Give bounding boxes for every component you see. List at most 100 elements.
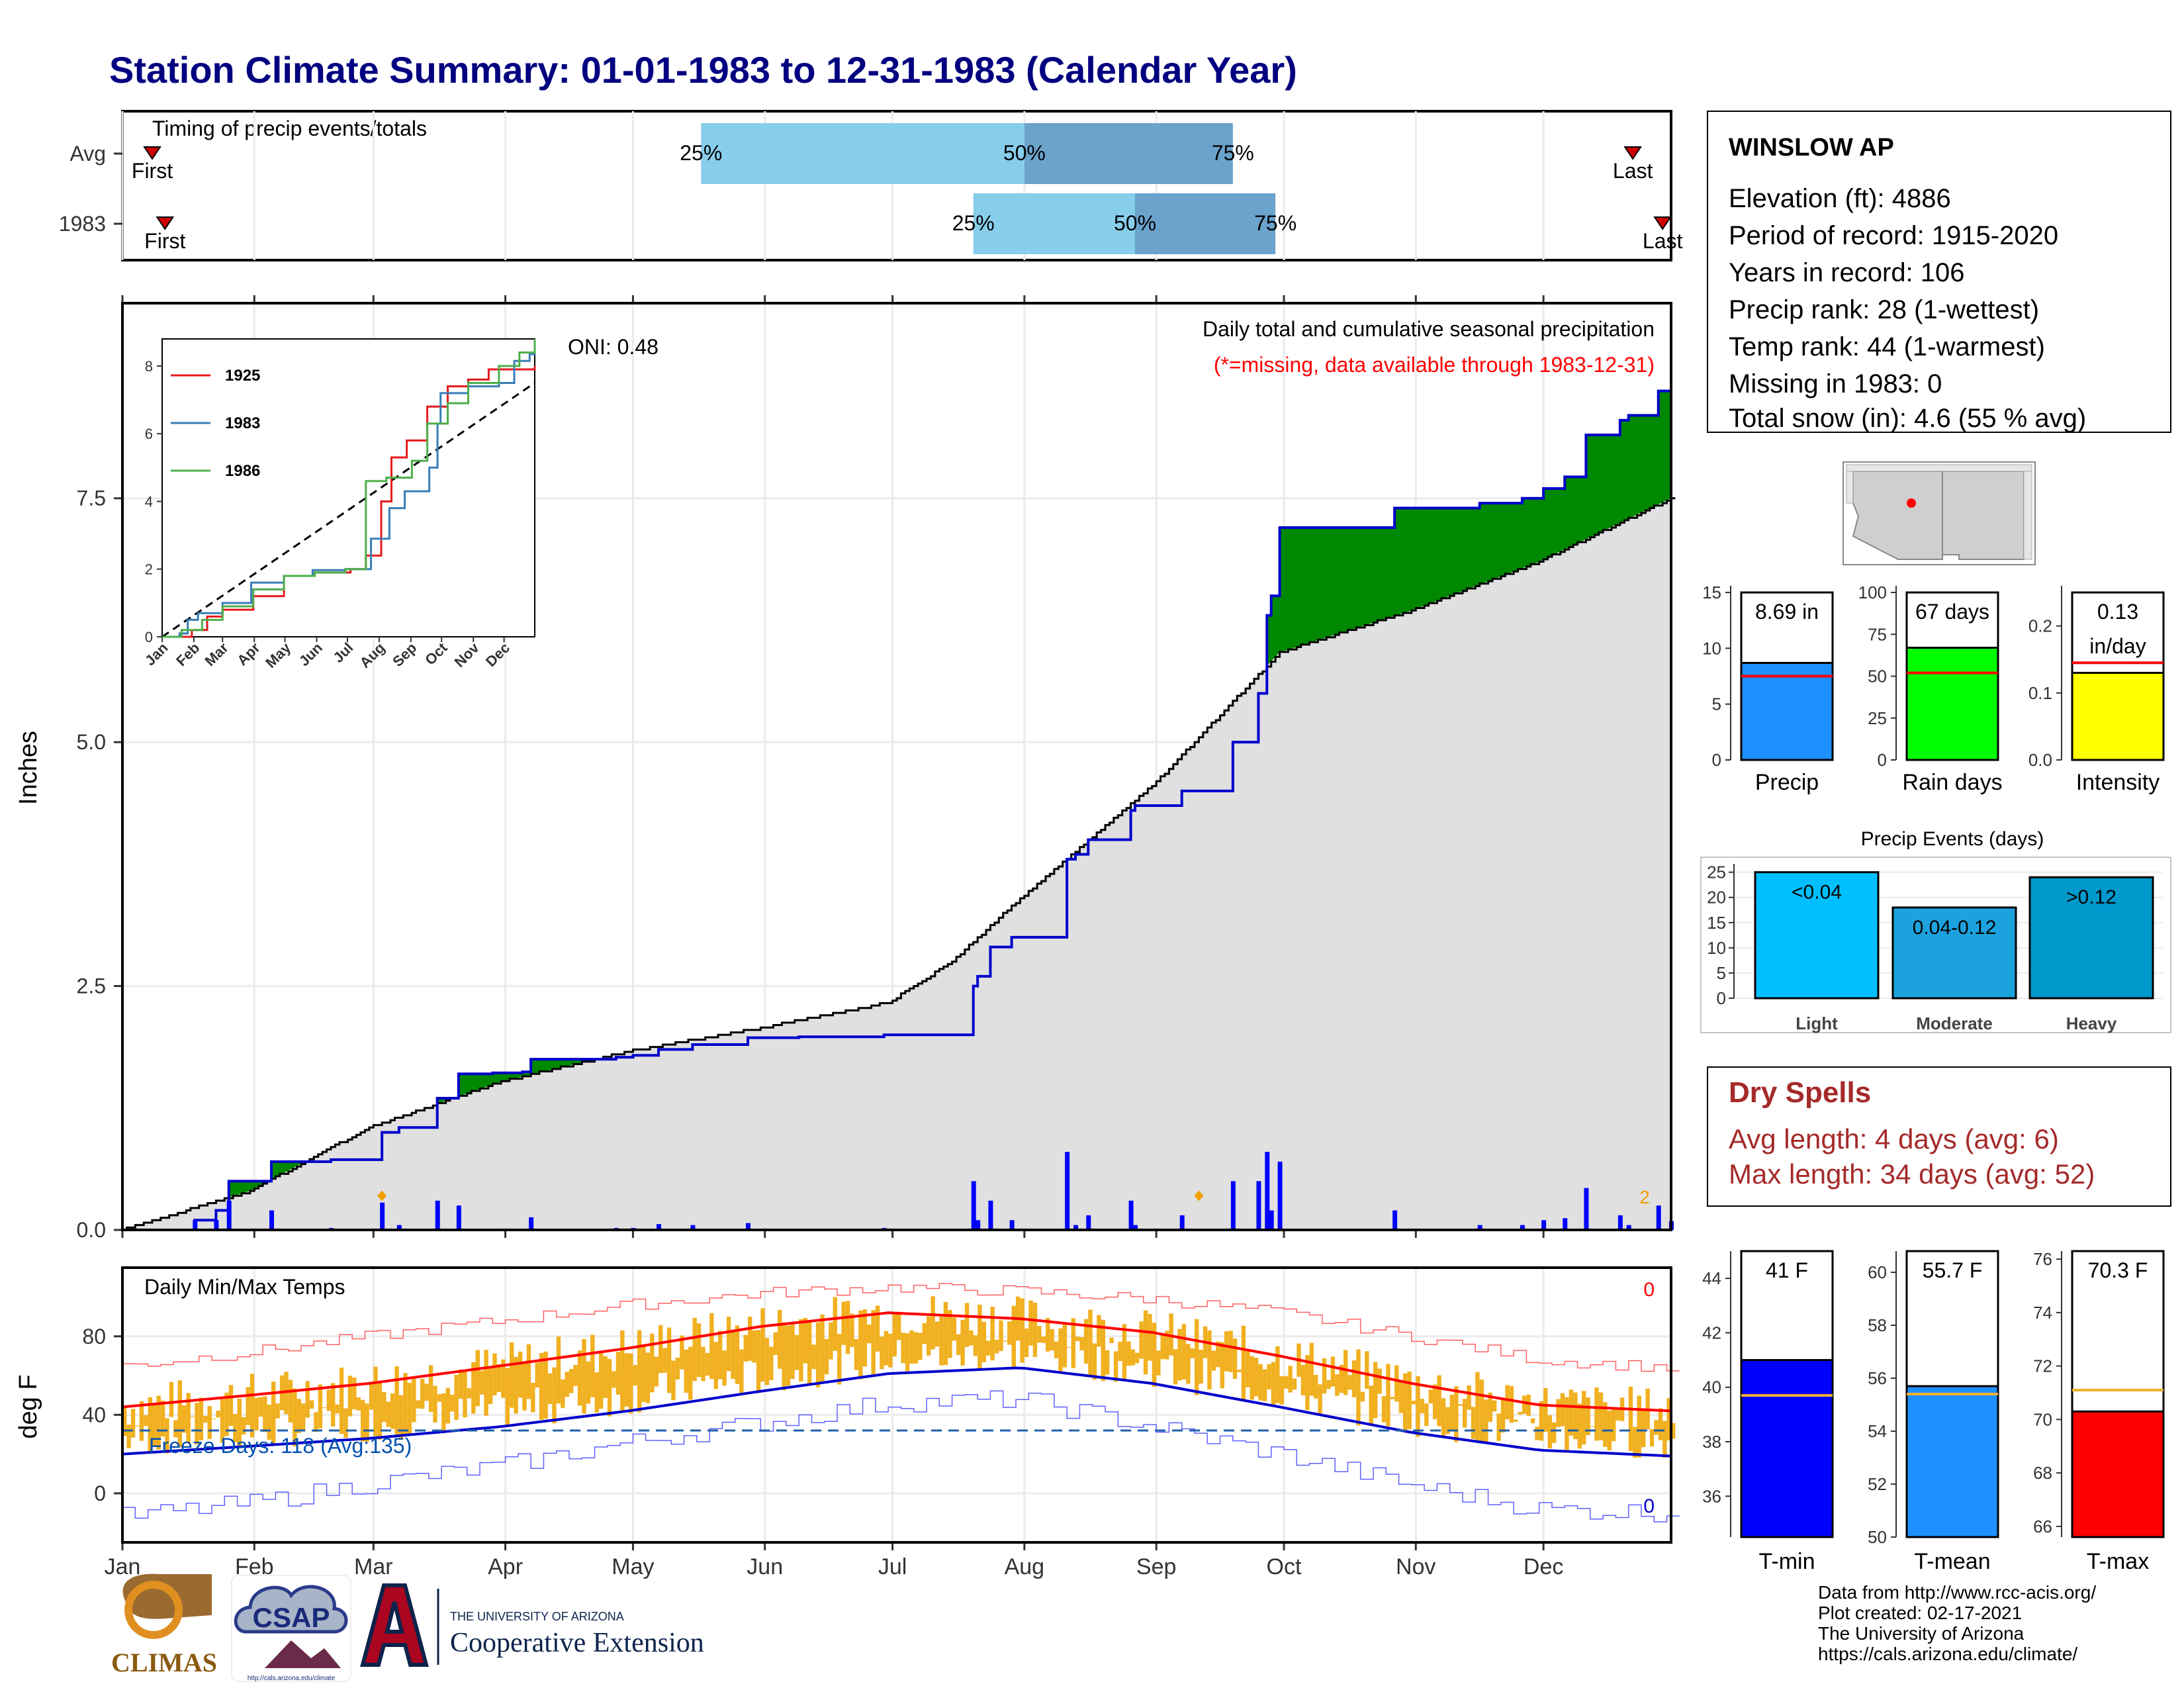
daily-temp-bar <box>539 1352 544 1420</box>
precip-above-avg-fill <box>1390 527 1395 618</box>
precip-above-avg-fill <box>471 1074 477 1092</box>
daily-temp-bar <box>1024 1328 1029 1357</box>
daily-temp-bar <box>603 1356 608 1398</box>
daily-temp-bar <box>1373 1362 1378 1419</box>
month-label: Jun <box>747 1554 783 1579</box>
precip-above-avg-fill <box>1330 527 1336 637</box>
daily-temp-bar <box>845 1301 850 1354</box>
precip-above-avg-fill <box>492 1072 498 1085</box>
daily-temp-bar <box>666 1327 672 1393</box>
daily-temp-bar <box>722 1350 727 1386</box>
daily-temp-bar <box>1560 1393 1565 1427</box>
precip-above-avg-fill <box>279 1161 285 1176</box>
daily-temp-bar <box>688 1346 693 1400</box>
daily-temp-bar <box>692 1317 697 1382</box>
temp-summary-ytick-label: 50 <box>1868 1527 1887 1547</box>
precip-above-avg-fill <box>1530 498 1535 565</box>
temp-summary-ytick-label: 76 <box>2033 1249 2052 1269</box>
daily-temp-bar <box>615 1352 621 1395</box>
daily-temp-bar <box>505 1368 510 1427</box>
precip-above-avg-fill <box>1424 508 1430 606</box>
precip-panel-title: Daily total and cumulative seasonal prec… <box>1203 317 1655 341</box>
daily-temp-bar <box>424 1383 429 1401</box>
timing-p25-label: 25% <box>952 211 995 235</box>
daily-precip-bar <box>988 1200 993 1230</box>
precip-ytick-label: 7.5 <box>77 487 106 510</box>
daily-temp-bar <box>1071 1318 1075 1368</box>
daily-temp-bar <box>190 1416 195 1417</box>
daily-temp-bar <box>441 1393 446 1434</box>
temp-summary-name: T-min <box>1759 1549 1815 1574</box>
precip-above-avg-fill <box>1428 508 1433 604</box>
daily-temp-bar <box>1445 1407 1450 1434</box>
precip-above-avg-fill <box>1518 503 1523 570</box>
daily-precip-bar <box>1179 1215 1185 1230</box>
climas-sun-icon <box>124 1581 183 1639</box>
daily-temp-bar <box>1148 1313 1152 1361</box>
events-category-label: Moderate <box>1916 1013 1993 1033</box>
station-line-temp-rank: Temp rank: 44 (1-warmest) <box>1729 332 2045 361</box>
events-ytick-label: 20 <box>1707 888 1726 908</box>
daily-temp-bar <box>467 1388 472 1399</box>
daily-temp-bar <box>1237 1370 1242 1372</box>
precip-above-avg-fill <box>1569 477 1574 547</box>
temp-summary-bar-T-min <box>1740 1359 1834 1538</box>
daily-precip-bar <box>214 1220 219 1230</box>
precip-above-avg-fill <box>271 1161 277 1180</box>
summary-bar-Intensity <box>2071 671 2165 761</box>
precip-above-avg-fill <box>463 1074 468 1096</box>
daily-temp-bar <box>377 1382 383 1440</box>
precip-above-avg-fill <box>1496 503 1502 579</box>
daily-temp-bar <box>177 1380 182 1448</box>
daily-temp-bar <box>1654 1420 1659 1435</box>
daily-temp-bar <box>1565 1397 1569 1450</box>
daily-temp-bar <box>1535 1427 1539 1440</box>
precip-above-avg-fill <box>1552 489 1557 556</box>
station-location-marker <box>1907 498 1916 508</box>
daily-temp-bar <box>144 1415 148 1427</box>
temp-summary-ytick-label: 74 <box>2033 1303 2052 1323</box>
daily-temp-bar <box>1351 1360 1357 1397</box>
timing-marker-icon <box>1653 216 1672 230</box>
precip-above-avg-fill <box>1654 415 1659 507</box>
daily-temp-bar <box>543 1351 548 1419</box>
daily-precip-bar <box>1277 1161 1283 1230</box>
daily-temp-bar <box>760 1308 765 1382</box>
daily-temp-bar <box>1347 1375 1352 1390</box>
precip-above-avg-fill <box>1437 508 1442 601</box>
daily-temp-bar <box>867 1324 872 1344</box>
summary-bar-Rain days <box>1905 646 1999 761</box>
daily-temp-bar <box>1543 1388 1548 1432</box>
daily-temp-bar <box>1573 1392 1578 1440</box>
inset-series-line-1986 <box>162 339 536 638</box>
precip-above-avg-fill <box>1267 615 1272 666</box>
daily-temp-bar <box>1530 1418 1535 1424</box>
daily-temp-bar <box>1514 1419 1518 1422</box>
daily-temp-bar <box>1496 1413 1501 1441</box>
daily-temp-bar <box>897 1311 901 1340</box>
daily-temp-bar <box>246 1387 250 1425</box>
precip-above-avg-fill <box>1356 527 1361 628</box>
daily-temp-bar <box>139 1401 144 1441</box>
daily-temp-bar <box>126 1425 131 1448</box>
precip-ytick-label: 2.5 <box>77 974 106 998</box>
daily-temp-bar <box>684 1349 688 1393</box>
daily-temp-bar <box>948 1309 952 1358</box>
daily-precip-bar <box>1065 1152 1070 1230</box>
precip-above-avg-fill <box>1598 434 1604 534</box>
daily-temp-bar <box>254 1397 259 1430</box>
precip-above-avg-fill <box>1322 527 1327 639</box>
daily-temp-bar <box>918 1333 923 1360</box>
snow-count-label: 2 <box>1639 1187 1650 1207</box>
temp-panel-title: Daily Min/Max Temps <box>144 1275 345 1299</box>
daily-temp-bar <box>1628 1386 1633 1452</box>
daily-temp-bar <box>203 1415 208 1423</box>
precip-above-avg-fill <box>1586 434 1591 539</box>
summary-bar-name: Precip <box>1755 770 1819 795</box>
precip-above-avg-fill <box>531 1059 536 1075</box>
timing-p25-label: 25% <box>680 141 722 165</box>
daily-temp-bar <box>675 1358 680 1380</box>
summary-ytick-label: 15 <box>1702 583 1721 602</box>
temp-summary-ytick-label: 60 <box>1868 1262 1887 1282</box>
precip-above-avg-fill <box>1420 508 1425 608</box>
